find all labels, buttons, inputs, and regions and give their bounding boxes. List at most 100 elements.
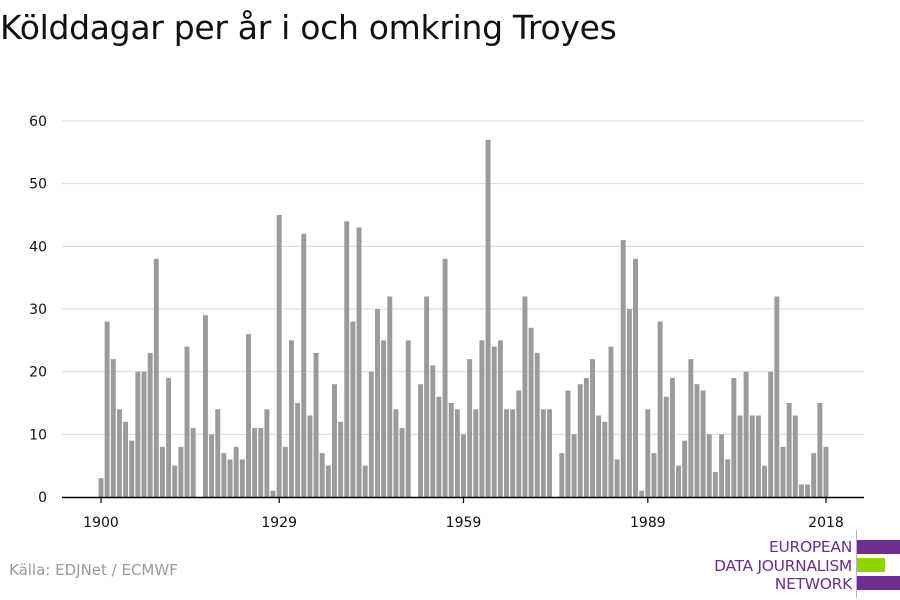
bar-1934	[307, 415, 313, 497]
bar-1993	[669, 377, 675, 497]
bar-2010	[774, 296, 780, 497]
y-tick-label: 0	[38, 490, 47, 506]
bar-1911	[166, 377, 172, 497]
bar-1968	[516, 390, 522, 497]
bar-1927	[264, 409, 270, 497]
bar-2007	[755, 415, 761, 497]
bar-1937	[325, 465, 331, 497]
bar-1913	[178, 446, 184, 497]
bar-1958	[454, 409, 460, 497]
bar-1948	[393, 409, 399, 497]
bar-1964	[491, 346, 497, 497]
bar-1978	[577, 384, 583, 497]
bar-1900	[98, 478, 104, 497]
x-tick-label: 2018	[808, 515, 844, 531]
bar-1943	[362, 465, 368, 497]
bar-2015	[805, 484, 811, 497]
edjnet-logo[interactable]: EUROPEAN DATA JOURNALISM NETWORK	[700, 530, 900, 598]
bar-2018	[823, 446, 829, 497]
logo-text-line-2: DATA JOURNALISM	[714, 557, 852, 575]
bar-1971	[534, 352, 540, 497]
bar-1982	[602, 421, 608, 497]
logo-divider	[856, 530, 857, 598]
y-tick-label: 30	[29, 302, 47, 318]
bar-2001	[719, 434, 725, 497]
bar-1930	[282, 446, 288, 497]
bar-1992	[663, 396, 669, 497]
bar-1963	[485, 139, 491, 498]
bar-2017	[817, 403, 823, 497]
logo-bar-2	[857, 558, 885, 572]
bar-2006	[749, 415, 755, 497]
bar-1976	[565, 390, 571, 497]
bar-2004	[737, 415, 743, 497]
bar-1969	[522, 296, 528, 497]
bar-1917	[202, 315, 208, 497]
bar-1901	[104, 321, 110, 497]
logo-text-line-1: EUROPEAN	[768, 538, 852, 556]
bar-1984	[614, 459, 620, 497]
bar-1966	[504, 409, 509, 497]
chart-title: Kölddagar per år i och omkring Troyes	[0, 8, 617, 47]
bar-1912	[172, 465, 178, 497]
source-note: Källa: EDJNet / ECMWF	[9, 561, 178, 579]
bar-2005	[743, 371, 749, 497]
bar-1914	[184, 346, 190, 497]
bar-1989	[645, 409, 651, 497]
bar-1991	[657, 321, 663, 497]
bar-1961	[473, 409, 479, 497]
x-tick-label: 1900	[83, 515, 119, 531]
logo-text-line-3: NETWORK	[774, 575, 853, 593]
bar-1981	[596, 415, 602, 497]
bar-1990	[651, 453, 657, 497]
bar-1995	[682, 440, 688, 497]
bar-1908	[147, 352, 153, 497]
bar-2013	[792, 415, 798, 497]
bar-1973	[547, 409, 552, 497]
bar-1996	[688, 359, 694, 497]
y-tick-label: 40	[29, 239, 47, 255]
bar-1907	[141, 371, 147, 497]
bar-1960	[467, 359, 473, 497]
bar-1923	[239, 459, 245, 497]
bar-1919	[215, 409, 221, 497]
bar-1953	[424, 296, 430, 497]
bar-1935	[313, 352, 319, 497]
bar-1928	[270, 490, 276, 497]
y-tick-label: 60	[29, 114, 47, 130]
bar-1931	[288, 340, 294, 497]
bar-2009	[768, 371, 774, 497]
bar-1904	[123, 421, 129, 497]
bar-2011	[780, 446, 786, 497]
bar-1986	[626, 309, 632, 497]
logo-bar-1	[857, 540, 900, 554]
bar-1977	[571, 434, 577, 497]
bar-2012	[786, 403, 792, 497]
bar-1950	[405, 340, 411, 497]
bar-1909	[153, 258, 159, 497]
x-tick-label: 1989	[630, 515, 666, 531]
logo-bar-3	[857, 576, 900, 590]
bar-1998	[700, 390, 706, 497]
bar-1987	[633, 258, 638, 497]
bar-1922	[233, 446, 239, 497]
bar-2000	[712, 471, 718, 497]
bar-1980	[590, 359, 595, 497]
axes: 0 10 20 30 40 50 60 1900 1929 1959 1989 2018	[29, 114, 864, 531]
bar-1910	[159, 446, 165, 497]
bar-1949	[399, 428, 405, 497]
y-tick-label: 10	[29, 427, 47, 443]
bar-1956	[442, 258, 448, 497]
bar-2016	[811, 453, 817, 497]
bars	[98, 139, 829, 498]
grid-lines	[62, 120, 864, 435]
y-tick-label: 50	[29, 177, 47, 193]
bar-1938	[332, 384, 337, 497]
bar-2014	[798, 484, 804, 497]
x-tick-label: 1929	[261, 515, 297, 531]
bar-1955	[436, 396, 442, 497]
bar-1945	[375, 309, 380, 497]
bar-1936	[319, 453, 325, 497]
bar-2002	[725, 459, 731, 497]
